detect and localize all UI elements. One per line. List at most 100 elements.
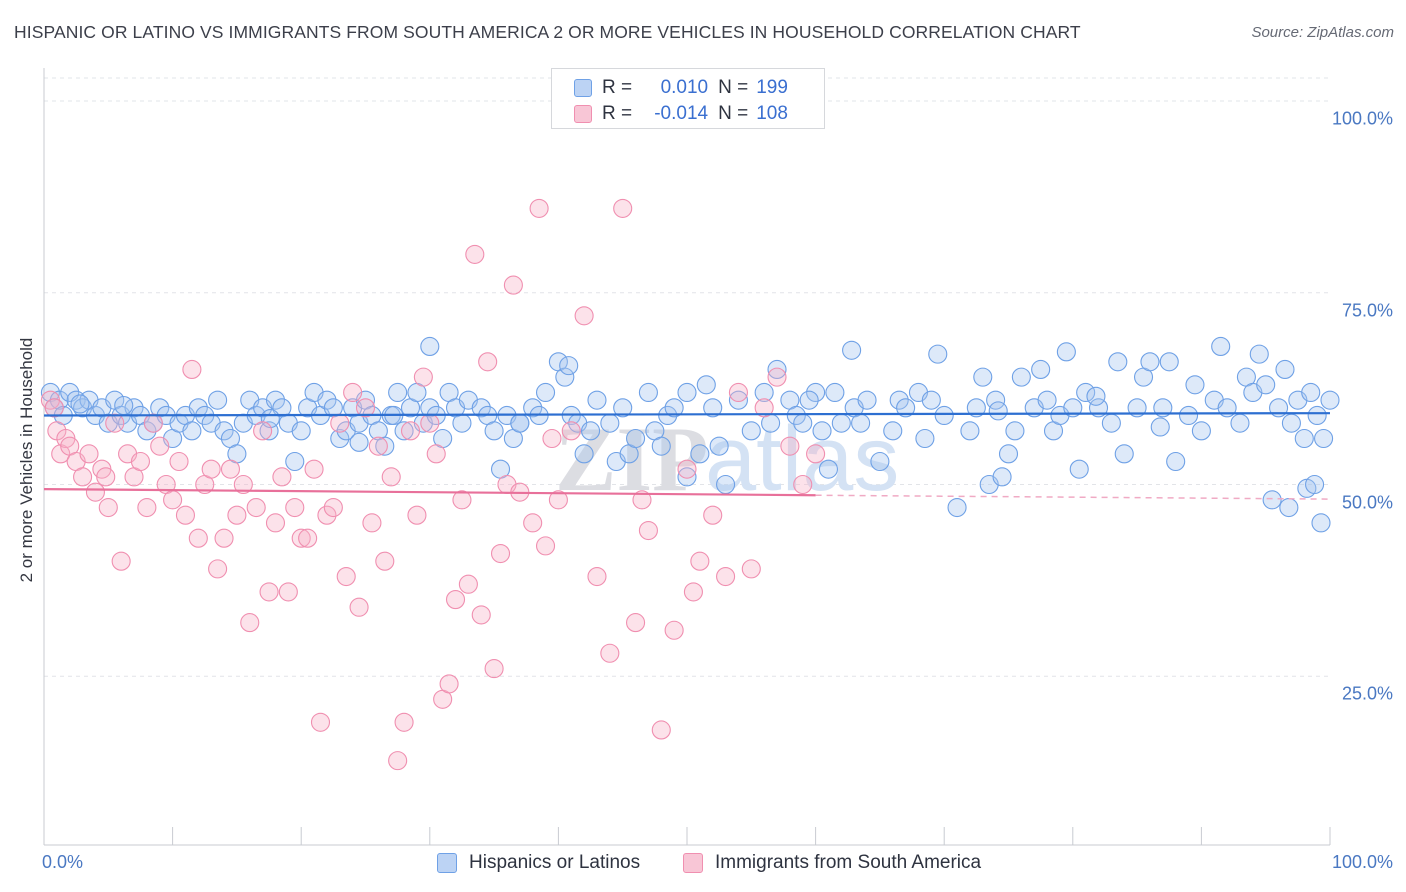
data-point	[163, 490, 183, 510]
data-point	[137, 497, 157, 518]
series-points	[40, 198, 1340, 771]
data-point	[548, 490, 568, 510]
data-point	[600, 413, 620, 433]
data-point	[754, 382, 774, 403]
data-point	[510, 413, 530, 433]
data-point	[535, 382, 556, 403]
data-point	[1301, 382, 1321, 403]
data-point	[214, 528, 234, 548]
legend-r-label: R =	[602, 77, 633, 98]
data-point	[683, 582, 703, 602]
data-point	[208, 559, 228, 579]
data-point	[445, 590, 466, 610]
data-point	[1127, 398, 1147, 418]
x-tick-label-max: 100.0%	[1331, 852, 1393, 872]
data-point	[336, 566, 356, 587]
data-point	[767, 359, 787, 380]
data-point	[535, 536, 556, 556]
data-point	[574, 306, 594, 326]
data-point	[291, 421, 311, 441]
data-point	[368, 436, 388, 456]
data-point	[259, 421, 279, 441]
legend-swatch-hispanic	[574, 79, 592, 97]
data-point	[79, 444, 99, 464]
data-point	[542, 428, 562, 449]
data-point	[114, 395, 134, 416]
bottom-legend-south-america: Immigrants from South America	[683, 852, 981, 874]
data-point	[1114, 444, 1134, 464]
data-point	[1150, 417, 1170, 437]
data-point	[182, 359, 202, 380]
data-point	[73, 467, 93, 487]
data-point	[285, 497, 305, 518]
data-point	[793, 474, 813, 495]
data-point	[188, 398, 208, 418]
data-point	[150, 436, 170, 456]
data-point	[478, 352, 498, 372]
data-point	[70, 394, 90, 414]
data-point	[716, 474, 736, 495]
data-point	[651, 436, 671, 456]
data-point	[883, 421, 903, 441]
data-point	[420, 413, 440, 433]
data-point	[188, 528, 208, 548]
legend-r-value: -0.014	[654, 103, 709, 124]
data-point	[1140, 352, 1160, 372]
trendline-extension-1	[815, 494, 1331, 500]
data-point	[503, 275, 523, 295]
data-point	[349, 597, 369, 617]
legend: R = 0.010 N = 199 R = -0.014 N = 108	[551, 68, 825, 129]
data-point	[1275, 359, 1295, 380]
data-point	[664, 620, 684, 640]
legend-r-value: 0.010	[660, 77, 709, 98]
data-point	[696, 375, 716, 395]
data-point	[330, 428, 350, 449]
data-point	[741, 559, 761, 579]
data-point	[523, 513, 543, 533]
data-point	[1262, 490, 1282, 510]
data-point	[806, 444, 826, 464]
data-point	[1031, 359, 1051, 380]
data-point	[1249, 344, 1269, 364]
data-point	[98, 497, 118, 518]
data-point	[523, 398, 543, 418]
data-point	[709, 436, 729, 456]
data-point	[806, 382, 826, 403]
trendlines	[43, 412, 1331, 500]
data-point	[754, 398, 774, 418]
data-point	[818, 459, 839, 479]
data-point	[265, 390, 286, 410]
data-point	[703, 398, 723, 418]
bottom-legend-label-south-america: Immigrants from South America	[715, 852, 982, 873]
data-point	[728, 390, 748, 410]
data-point	[1069, 459, 1089, 479]
bottom-legend-label-hispanic: Hispanics or Latinos	[469, 852, 641, 873]
data-point	[677, 467, 697, 487]
data-point	[716, 566, 736, 587]
data-point	[587, 566, 607, 587]
data-point	[574, 444, 594, 464]
x-tick-label-min: 0.0%	[42, 852, 84, 872]
data-point	[317, 505, 337, 525]
trendline-0	[43, 412, 1331, 417]
legend-n-value: 199	[756, 77, 788, 98]
bottom-legend-swatch-south-america	[683, 853, 703, 873]
data-point	[1311, 513, 1331, 533]
data-point	[889, 390, 909, 410]
data-point	[812, 421, 832, 441]
data-point	[413, 367, 433, 387]
data-point	[317, 390, 337, 410]
data-point	[690, 444, 710, 464]
trendline-1	[43, 488, 816, 497]
data-point	[388, 382, 408, 403]
data-point	[1320, 390, 1340, 410]
data-point	[1230, 413, 1250, 433]
data-point	[182, 421, 202, 441]
data-point	[921, 390, 941, 410]
data-point	[1159, 352, 1179, 372]
data-point	[233, 474, 253, 495]
data-point	[638, 382, 658, 403]
data-point	[458, 574, 478, 594]
data-point	[728, 382, 748, 403]
